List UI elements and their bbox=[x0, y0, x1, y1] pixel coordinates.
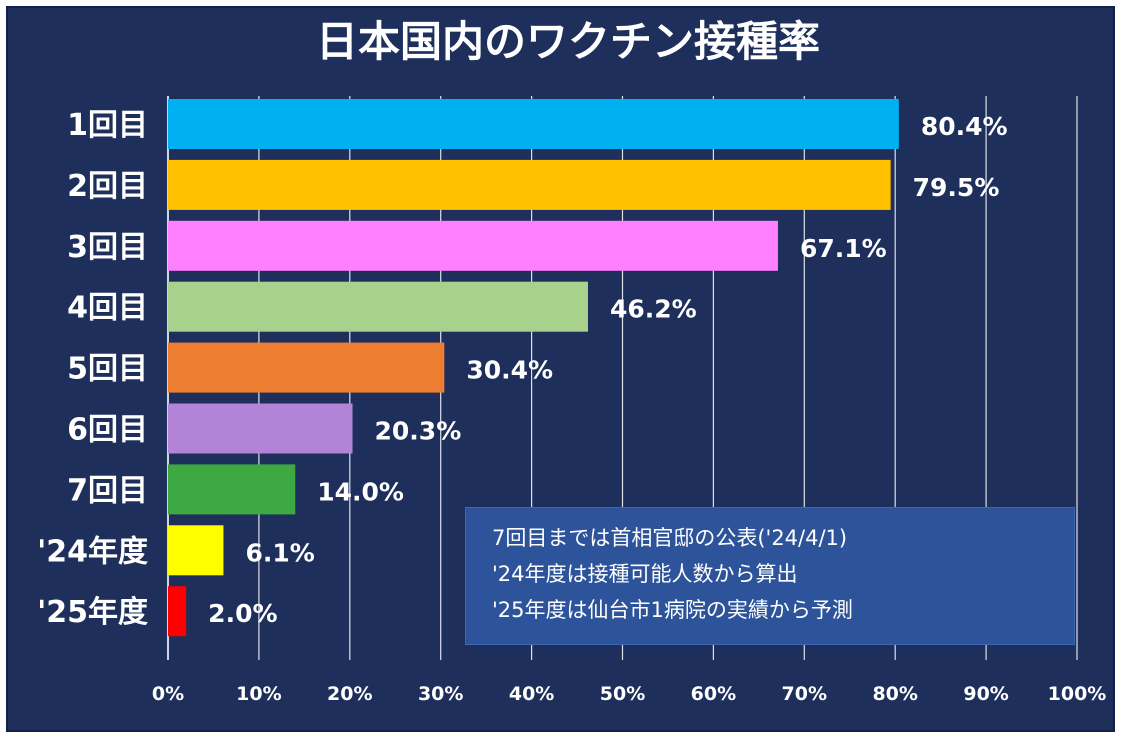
source-note-line-1: 7回目までは首相官邸の公表('24/4/1) bbox=[492, 526, 848, 550]
bar-6 bbox=[168, 464, 296, 515]
source-note-line-3: '25年度は仙台市1病院の実績から予測 bbox=[492, 598, 853, 622]
bar-8 bbox=[168, 586, 187, 637]
value-label-5: 20.3% bbox=[375, 417, 462, 446]
x-tick-label-9: 90% bbox=[963, 683, 1008, 705]
chart-title: 日本国内のワクチン接種率 bbox=[316, 17, 820, 66]
value-label-7: 6.1% bbox=[245, 538, 314, 567]
x-tick-label-2: 20% bbox=[327, 683, 372, 705]
x-tick-label-5: 50% bbox=[600, 683, 645, 705]
value-label-2: 67.1% bbox=[800, 234, 887, 263]
x-tick-label-7: 70% bbox=[782, 683, 827, 705]
bar-0 bbox=[168, 99, 899, 149]
value-label-4: 30.4% bbox=[466, 356, 553, 385]
category-label-7: '24年度 bbox=[37, 534, 148, 569]
bar-4 bbox=[168, 342, 445, 393]
category-label-4: 5回目 bbox=[67, 352, 148, 387]
value-label-0: 80.4% bbox=[921, 112, 1008, 141]
source-note-box: 7回目までは首相官邸の公表('24/4/1) '24年度は接種可能人数から算出 … bbox=[465, 507, 1075, 645]
category-label-5: 6回目 bbox=[67, 413, 148, 448]
category-label-1: 2回目 bbox=[67, 169, 148, 204]
x-tick-label-6: 60% bbox=[691, 683, 736, 705]
value-label-1: 79.5% bbox=[913, 173, 1000, 202]
value-label-6: 14.0% bbox=[317, 477, 404, 506]
bar-3 bbox=[168, 281, 588, 332]
x-tick-label-10: 100% bbox=[1048, 683, 1107, 705]
bar-2 bbox=[168, 220, 778, 271]
value-label-3: 46.2% bbox=[610, 295, 697, 324]
source-note-line-2: '24年度は接種可能人数から算出 bbox=[492, 562, 798, 586]
bar-chart: 日本国内のワクチン接種率 0% 10% 20% 30% 40% 50% 60% 70% 80% 90… bbox=[37, 17, 1107, 705]
category-label-0: 1回目 bbox=[67, 108, 148, 143]
x-tick-label-4: 40% bbox=[509, 683, 554, 705]
category-label-3: 4回目 bbox=[67, 291, 148, 326]
bar-7 bbox=[168, 525, 224, 576]
value-label-8: 2.0% bbox=[208, 599, 277, 628]
bar-1 bbox=[168, 159, 891, 210]
category-label-8: '25年度 bbox=[37, 595, 148, 630]
category-label-6: 7回目 bbox=[67, 473, 148, 508]
chart-frame: 日本国内のワクチン接種率 0% 10% 20% 30% 40% 50% 60% 70% 80% 90… bbox=[6, 6, 1115, 732]
x-tick-label-1: 10% bbox=[236, 683, 281, 705]
bar-5 bbox=[168, 403, 353, 454]
x-tick-label-0: 0% bbox=[152, 683, 184, 705]
category-label-2: 3回目 bbox=[67, 230, 148, 265]
x-tick-label-3: 30% bbox=[418, 683, 463, 705]
x-tick-label-8: 80% bbox=[872, 683, 917, 705]
